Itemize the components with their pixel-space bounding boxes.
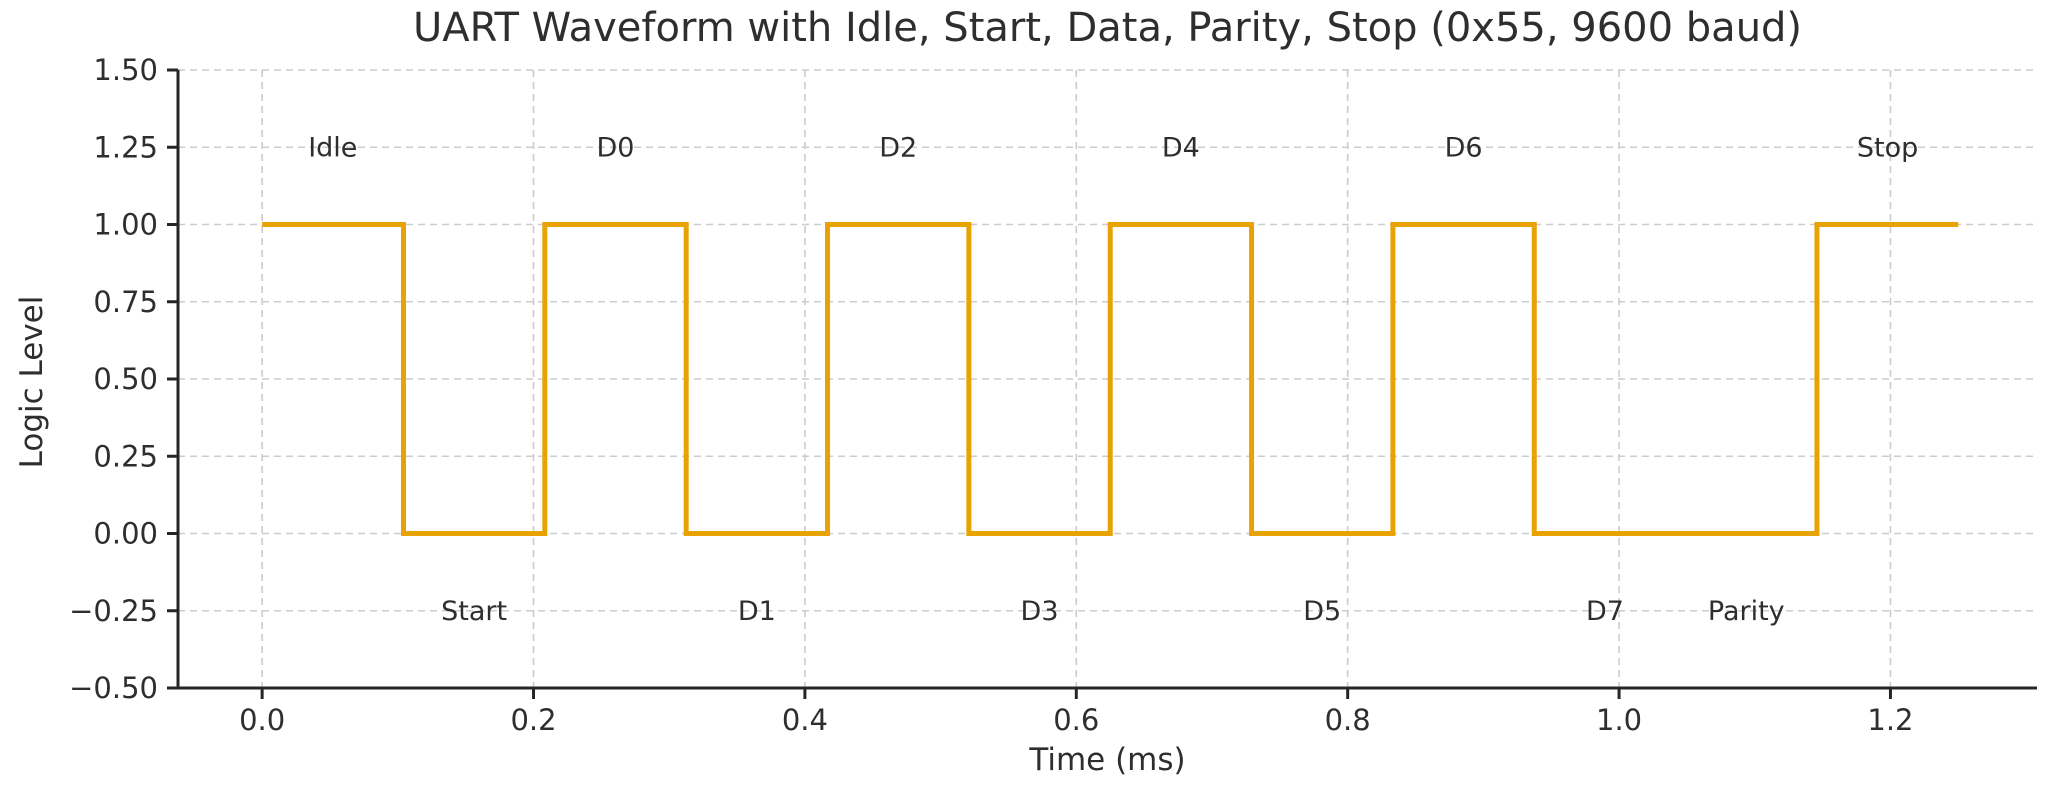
annotation-label: D6 [1445,132,1483,163]
y-tick-label: −0.50 [69,671,158,705]
annotation-label: D7 [1586,596,1624,627]
annotation-label: Idle [308,132,357,163]
uart-signal-line [262,222,1959,536]
annotation-label: D0 [596,132,634,163]
x-tick-label: 0.4 [782,703,828,737]
y-tick-label: 1.00 [93,208,158,242]
x-tick-label: 0.8 [1325,703,1371,737]
y-tick-label: 1.50 [93,53,158,87]
annotation-label: D4 [1162,132,1200,163]
x-tick-label: 1.0 [1596,703,1642,737]
y-tick-label: 0.25 [93,439,158,473]
y-tick-label: 0.75 [93,285,158,319]
annotation-label: D3 [1021,596,1059,627]
x-tick-label: 0.0 [239,703,285,737]
y-tick-label: 0.00 [93,517,158,551]
annotation-label: D5 [1303,596,1341,627]
x-tick-label: 1.2 [1867,703,1913,737]
annotation-label: Parity [1708,596,1785,627]
annotation-label: Start [441,596,507,627]
x-axis-label: Time (ms) [1029,742,1186,778]
y-tick-label: 0.50 [93,362,158,396]
y-tick-label: 1.25 [93,130,158,164]
x-tick-label: 0.2 [510,703,556,737]
annotation-label: Stop [1857,132,1918,163]
y-tick-label: −0.25 [69,594,158,628]
annotation-label: D2 [879,132,917,163]
annotation-label: D1 [738,596,776,627]
x-tick-label: 0.6 [1053,703,1099,737]
chart-title: UART Waveform with Idle, Start, Data, Pa… [412,5,1803,51]
